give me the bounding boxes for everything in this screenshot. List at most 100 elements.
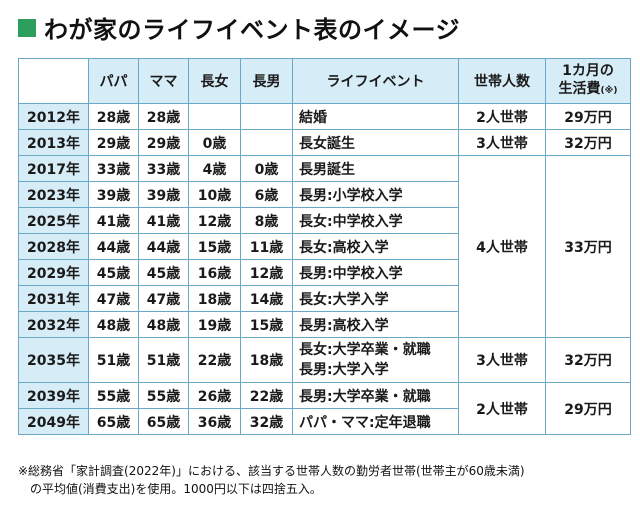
mama-age-cell: 28歳 xyxy=(138,103,189,130)
papa-age-cell: 28歳 xyxy=(88,103,139,130)
mama-age-cell: 45歳 xyxy=(138,259,189,286)
life-event-table: パパ ママ 長女 長男 ライフイベント 世帯人数 1カ月の 生活費(※) 201… xyxy=(18,58,631,435)
son-age-cell xyxy=(240,129,293,156)
event-cell: パパ・ママ:定年退職 xyxy=(292,408,459,435)
event-cell: 長女:大学入学 xyxy=(292,285,459,312)
mama-age-cell: 44歳 xyxy=(138,233,189,260)
household-cell: 3人世帯 xyxy=(458,337,546,383)
mama-age-cell: 55歳 xyxy=(138,382,189,409)
footnote-line: ※総務省「家計調査(2022年)」における、該当する世帯人数の勤労者世帯(世帯主… xyxy=(18,464,525,478)
year-cell: 2025年 xyxy=(18,207,89,234)
event-cell: 長男:中学校入学 xyxy=(292,259,459,286)
header-daughter: 長女 xyxy=(188,58,241,104)
header-household: 世帯人数 xyxy=(458,58,546,104)
mama-age-cell: 51歳 xyxy=(138,337,189,383)
table-row: 2013年 29歳 29歳 0歳 長女誕生 3人世帯 32万円 xyxy=(18,129,631,156)
table-header-row: パパ ママ 長女 長男 ライフイベント 世帯人数 1カ月の 生活費(※) xyxy=(18,58,631,104)
page-title: わが家のライフイベント表のイメージ xyxy=(18,10,460,45)
table-row: 2025年 41歳 41歳 12歳 8歳 長女:中学校入学 xyxy=(18,207,631,234)
year-cell: 2028年 xyxy=(18,233,89,260)
daughter-age-cell: 12歳 xyxy=(188,207,241,234)
daughter-age-cell: 19歳 xyxy=(188,311,241,338)
year-cell: 2029年 xyxy=(18,259,89,286)
papa-age-cell: 41歳 xyxy=(88,207,139,234)
event-line: 長男:大学入学 xyxy=(299,362,389,378)
daughter-age-cell: 26歳 xyxy=(188,382,241,409)
year-cell: 2031年 xyxy=(18,285,89,312)
year-cell: 2012年 xyxy=(18,103,89,130)
papa-age-cell: 45歳 xyxy=(88,259,139,286)
year-cell: 2017年 xyxy=(18,155,89,182)
mama-age-cell: 29歳 xyxy=(138,129,189,156)
son-age-cell: 12歳 xyxy=(240,259,293,286)
mama-age-cell: 47歳 xyxy=(138,285,189,312)
daughter-age-cell: 15歳 xyxy=(188,233,241,260)
header-monthly-cost: 1カ月の 生活費(※) xyxy=(545,58,631,104)
household-cell: 4人世帯 xyxy=(458,155,546,338)
table-row: 2039年 55歳 55歳 26歳 22歳 長男:大学卒業・就職 2人世帯 29… xyxy=(18,382,631,435)
header-blank-cell xyxy=(18,58,89,104)
header-cost-line2: 生活費(※) xyxy=(547,80,630,100)
son-age-cell: 15歳 xyxy=(240,311,293,338)
header-cost-line1: 1カ月の xyxy=(562,63,614,79)
mama-age-cell: 33歳 xyxy=(138,155,189,182)
header-cost-note: (※) xyxy=(600,86,618,96)
event-cell: 長女誕生 xyxy=(292,129,459,156)
header-mama: ママ xyxy=(138,58,189,104)
daughter-age-cell: 16歳 xyxy=(188,259,241,286)
header-son: 長男 xyxy=(240,58,293,104)
papa-age-cell: 48歳 xyxy=(88,311,139,338)
title-square-icon xyxy=(18,18,36,37)
son-age-cell: 0歳 xyxy=(240,155,293,182)
year-cell: 2035年 xyxy=(18,337,89,383)
table-row: 2032年 48歳 48歳 19歳 15歳 長男:高校入学 xyxy=(18,311,631,338)
year-cell: 2049年 xyxy=(18,408,89,435)
table-row: 2023年 39歳 39歳 10歳 6歳 長男:小学校入学 xyxy=(18,181,631,208)
daughter-age-cell: 10歳 xyxy=(188,181,241,208)
cost-cell: 32万円 xyxy=(545,129,631,156)
son-age-cell: 11歳 xyxy=(240,233,293,260)
cost-cell: 29万円 xyxy=(545,103,631,130)
son-age-cell: 14歳 xyxy=(240,285,293,312)
daughter-age-cell: 22歳 xyxy=(188,337,241,383)
household-cell: 3人世帯 xyxy=(458,129,546,156)
papa-age-cell: 51歳 xyxy=(88,337,139,383)
son-age-cell: 18歳 xyxy=(240,337,293,383)
year-cell: 2039年 xyxy=(18,382,89,409)
year-cell: 2032年 xyxy=(18,311,89,338)
cost-cell: 32万円 xyxy=(545,337,631,383)
event-cell: 長男誕生 xyxy=(292,155,459,182)
table-row: 2017年 33歳 33歳 4歳 0歳 長男誕生 4人世帯 33万円 xyxy=(18,155,631,338)
household-cell: 2人世帯 xyxy=(458,382,546,435)
son-age-cell: 8歳 xyxy=(240,207,293,234)
daughter-age-cell: 36歳 xyxy=(188,408,241,435)
table-row: 2028年 44歳 44歳 15歳 11歳 長女:高校入学 xyxy=(18,233,631,260)
event-cell: 長男:高校入学 xyxy=(292,311,459,338)
cost-cell: 29万円 xyxy=(545,382,631,435)
son-age-cell: 22歳 xyxy=(240,382,293,409)
footnote-line: の平均値(消費支出)を使用。1000円以下は四捨五入。 xyxy=(18,482,322,496)
son-age-cell xyxy=(240,103,293,130)
event-cell: 長女:高校入学 xyxy=(292,233,459,260)
footnote: ※総務省「家計調査(2022年)」における、該当する世帯人数の勤労者世帯(世帯主… xyxy=(18,462,630,498)
mama-age-cell: 65歳 xyxy=(138,408,189,435)
daughter-age-cell xyxy=(188,103,241,130)
papa-age-cell: 44歳 xyxy=(88,233,139,260)
event-line: 長女:大学卒業・就職 xyxy=(299,342,431,358)
table-row: 2049年 65歳 65歳 36歳 32歳 パパ・ママ:定年退職 xyxy=(18,408,631,435)
event-cell: 長女:中学校入学 xyxy=(292,207,459,234)
papa-age-cell: 39歳 xyxy=(88,181,139,208)
table-row: 2029年 45歳 45歳 16歳 12歳 長男:中学校入学 xyxy=(18,259,631,286)
daughter-age-cell: 4歳 xyxy=(188,155,241,182)
daughter-age-cell: 18歳 xyxy=(188,285,241,312)
papa-age-cell: 65歳 xyxy=(88,408,139,435)
cost-cell: 33万円 xyxy=(545,155,631,338)
mama-age-cell: 41歳 xyxy=(138,207,189,234)
event-cell: 長女:大学卒業・就職 長男:大学入学 xyxy=(292,337,459,383)
year-cell: 2013年 xyxy=(18,129,89,156)
table-row: 2035年 51歳 51歳 22歳 18歳 長女:大学卒業・就職 長男:大学入学… xyxy=(18,337,631,383)
papa-age-cell: 33歳 xyxy=(88,155,139,182)
son-age-cell: 32歳 xyxy=(240,408,293,435)
title-text: わが家のライフイベント表のイメージ xyxy=(44,16,461,44)
year-cell: 2023年 xyxy=(18,181,89,208)
